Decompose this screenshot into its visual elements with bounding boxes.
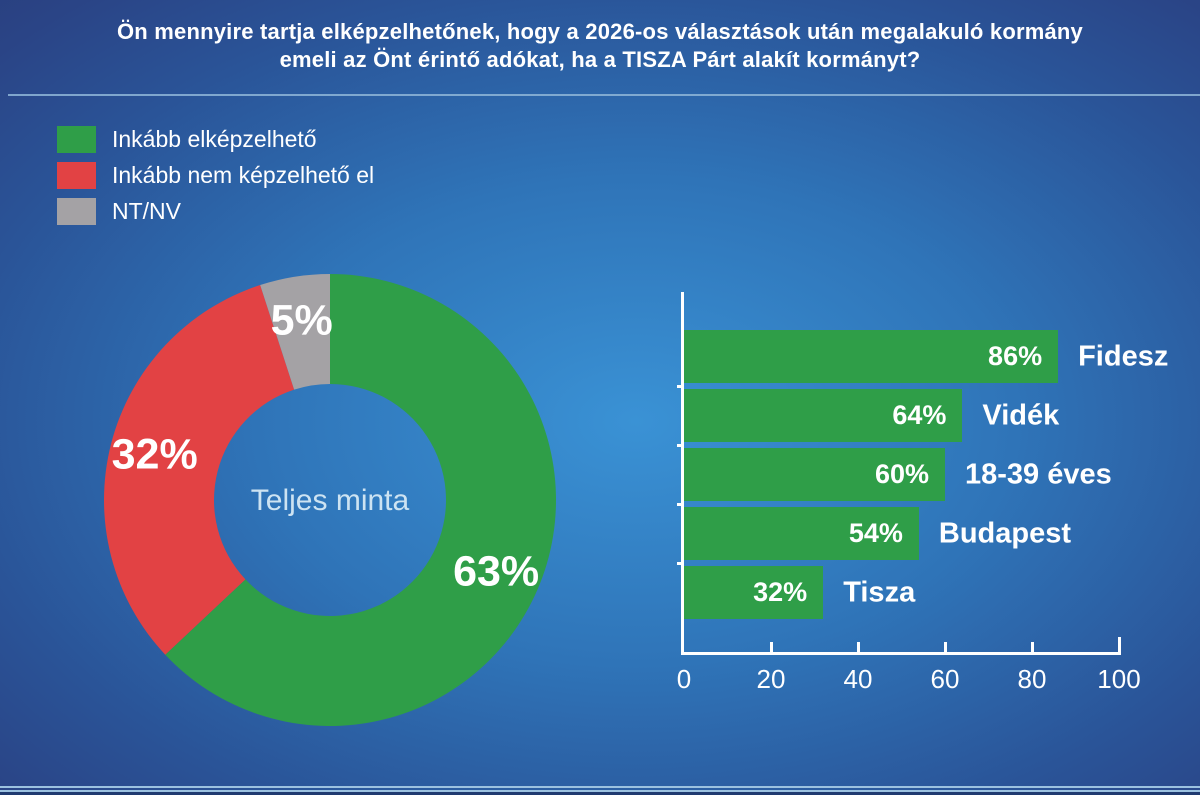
bar-row: 60% 18-39 éves [684, 448, 1164, 501]
donut-slice-value: 63% [453, 547, 540, 596]
x-axis-tick-label: 60 [930, 664, 960, 694]
bar: 32% [684, 566, 824, 619]
x-axis-tick-label: 20 [756, 664, 786, 694]
bar-category-label: Fidesz [1078, 340, 1169, 372]
bar-category-label: 18-39 éves [965, 458, 1112, 490]
legend-swatch [57, 198, 96, 225]
donut-svg [103, 274, 556, 726]
footer-strip [0, 792, 1200, 795]
y-axis-tick [677, 503, 684, 506]
page-title: Ön mennyire tartja elképzelhetőnek, hogy… [0, 18, 1200, 74]
title-line-1: Ön mennyire tartja elképzelhetőnek, hogy… [117, 19, 1083, 44]
bar: 64% [684, 389, 963, 442]
x-axis-tick-label: 100 [1097, 664, 1141, 694]
donut-slice-2 [103, 285, 295, 655]
legend-item: Inkább nem képzelhető el [57, 162, 374, 189]
title-line-2: emeli az Önt érintő adókat, ha a TISZA P… [279, 47, 921, 72]
bar-row: 32% Tisza [684, 566, 1164, 619]
bar-chart-x-axis [681, 652, 1121, 655]
legend-item: Inkább elképzelhető [57, 126, 374, 153]
donut-chart: 63% 32% 5% Teljes minta [102, 272, 558, 728]
x-axis-tick [857, 642, 860, 655]
bar-chart: 86% Fidesz 64% Vidék 60% 18-39 éves 54% Budapes… [677, 292, 1181, 722]
bar-value-label: 60% [874, 459, 929, 489]
legend-item: NT/NV [57, 198, 374, 225]
x-axis-tick [770, 642, 773, 655]
x-axis-tick [1031, 642, 1034, 655]
x-axis-tick-label: 0 [676, 664, 692, 694]
donut-slice-3 [260, 274, 330, 390]
donut-slice-1 [165, 274, 556, 726]
bar: 86% [684, 330, 1059, 383]
bar: 60% [684, 448, 945, 501]
y-axis-tick [677, 385, 684, 388]
y-axis-tick [677, 444, 684, 447]
x-axis-tick-label: 40 [843, 664, 873, 694]
legend-item-label: Inkább nem képzelhető el [112, 162, 375, 188]
bar-row: 86% Fidesz [684, 330, 1168, 383]
y-axis-tick [677, 562, 684, 565]
title-divider [8, 94, 1200, 96]
bar-value-label: 86% [988, 341, 1043, 371]
footer-divider-bottom [0, 790, 1200, 792]
footer-divider-top [0, 786, 1200, 788]
bar-value-label: 32% [753, 577, 808, 607]
donut-center-label: Teljes minta [250, 484, 410, 517]
bar: 54% [684, 507, 919, 560]
bar-row: 54% Budapest [684, 507, 1164, 560]
legend: Inkább elképzelhető Inkább nem képzelhető… [57, 126, 374, 234]
x-axis-tick-label: 80 [1017, 664, 1047, 694]
bar-value-label: 54% [848, 518, 903, 548]
legend-item-label: NT/NV [112, 198, 181, 224]
legend-swatch [57, 126, 96, 153]
donut-slice-value: 5% [270, 296, 333, 345]
donut-slice-value: 32% [111, 430, 198, 479]
legend-swatch [57, 162, 96, 189]
bar-row: 64% Vidék [684, 389, 1164, 442]
bar-chart-y-axis [681, 292, 684, 655]
bar-category-label: Tisza [843, 576, 916, 608]
bar-category-label: Vidék [982, 399, 1060, 431]
bar-category-label: Budapest [938, 517, 1072, 549]
legend-item-label: Inkább elképzelhető [112, 126, 317, 152]
x-axis-tick [1118, 637, 1121, 655]
x-axis-tick [944, 642, 947, 655]
bar-value-label: 64% [892, 400, 947, 430]
